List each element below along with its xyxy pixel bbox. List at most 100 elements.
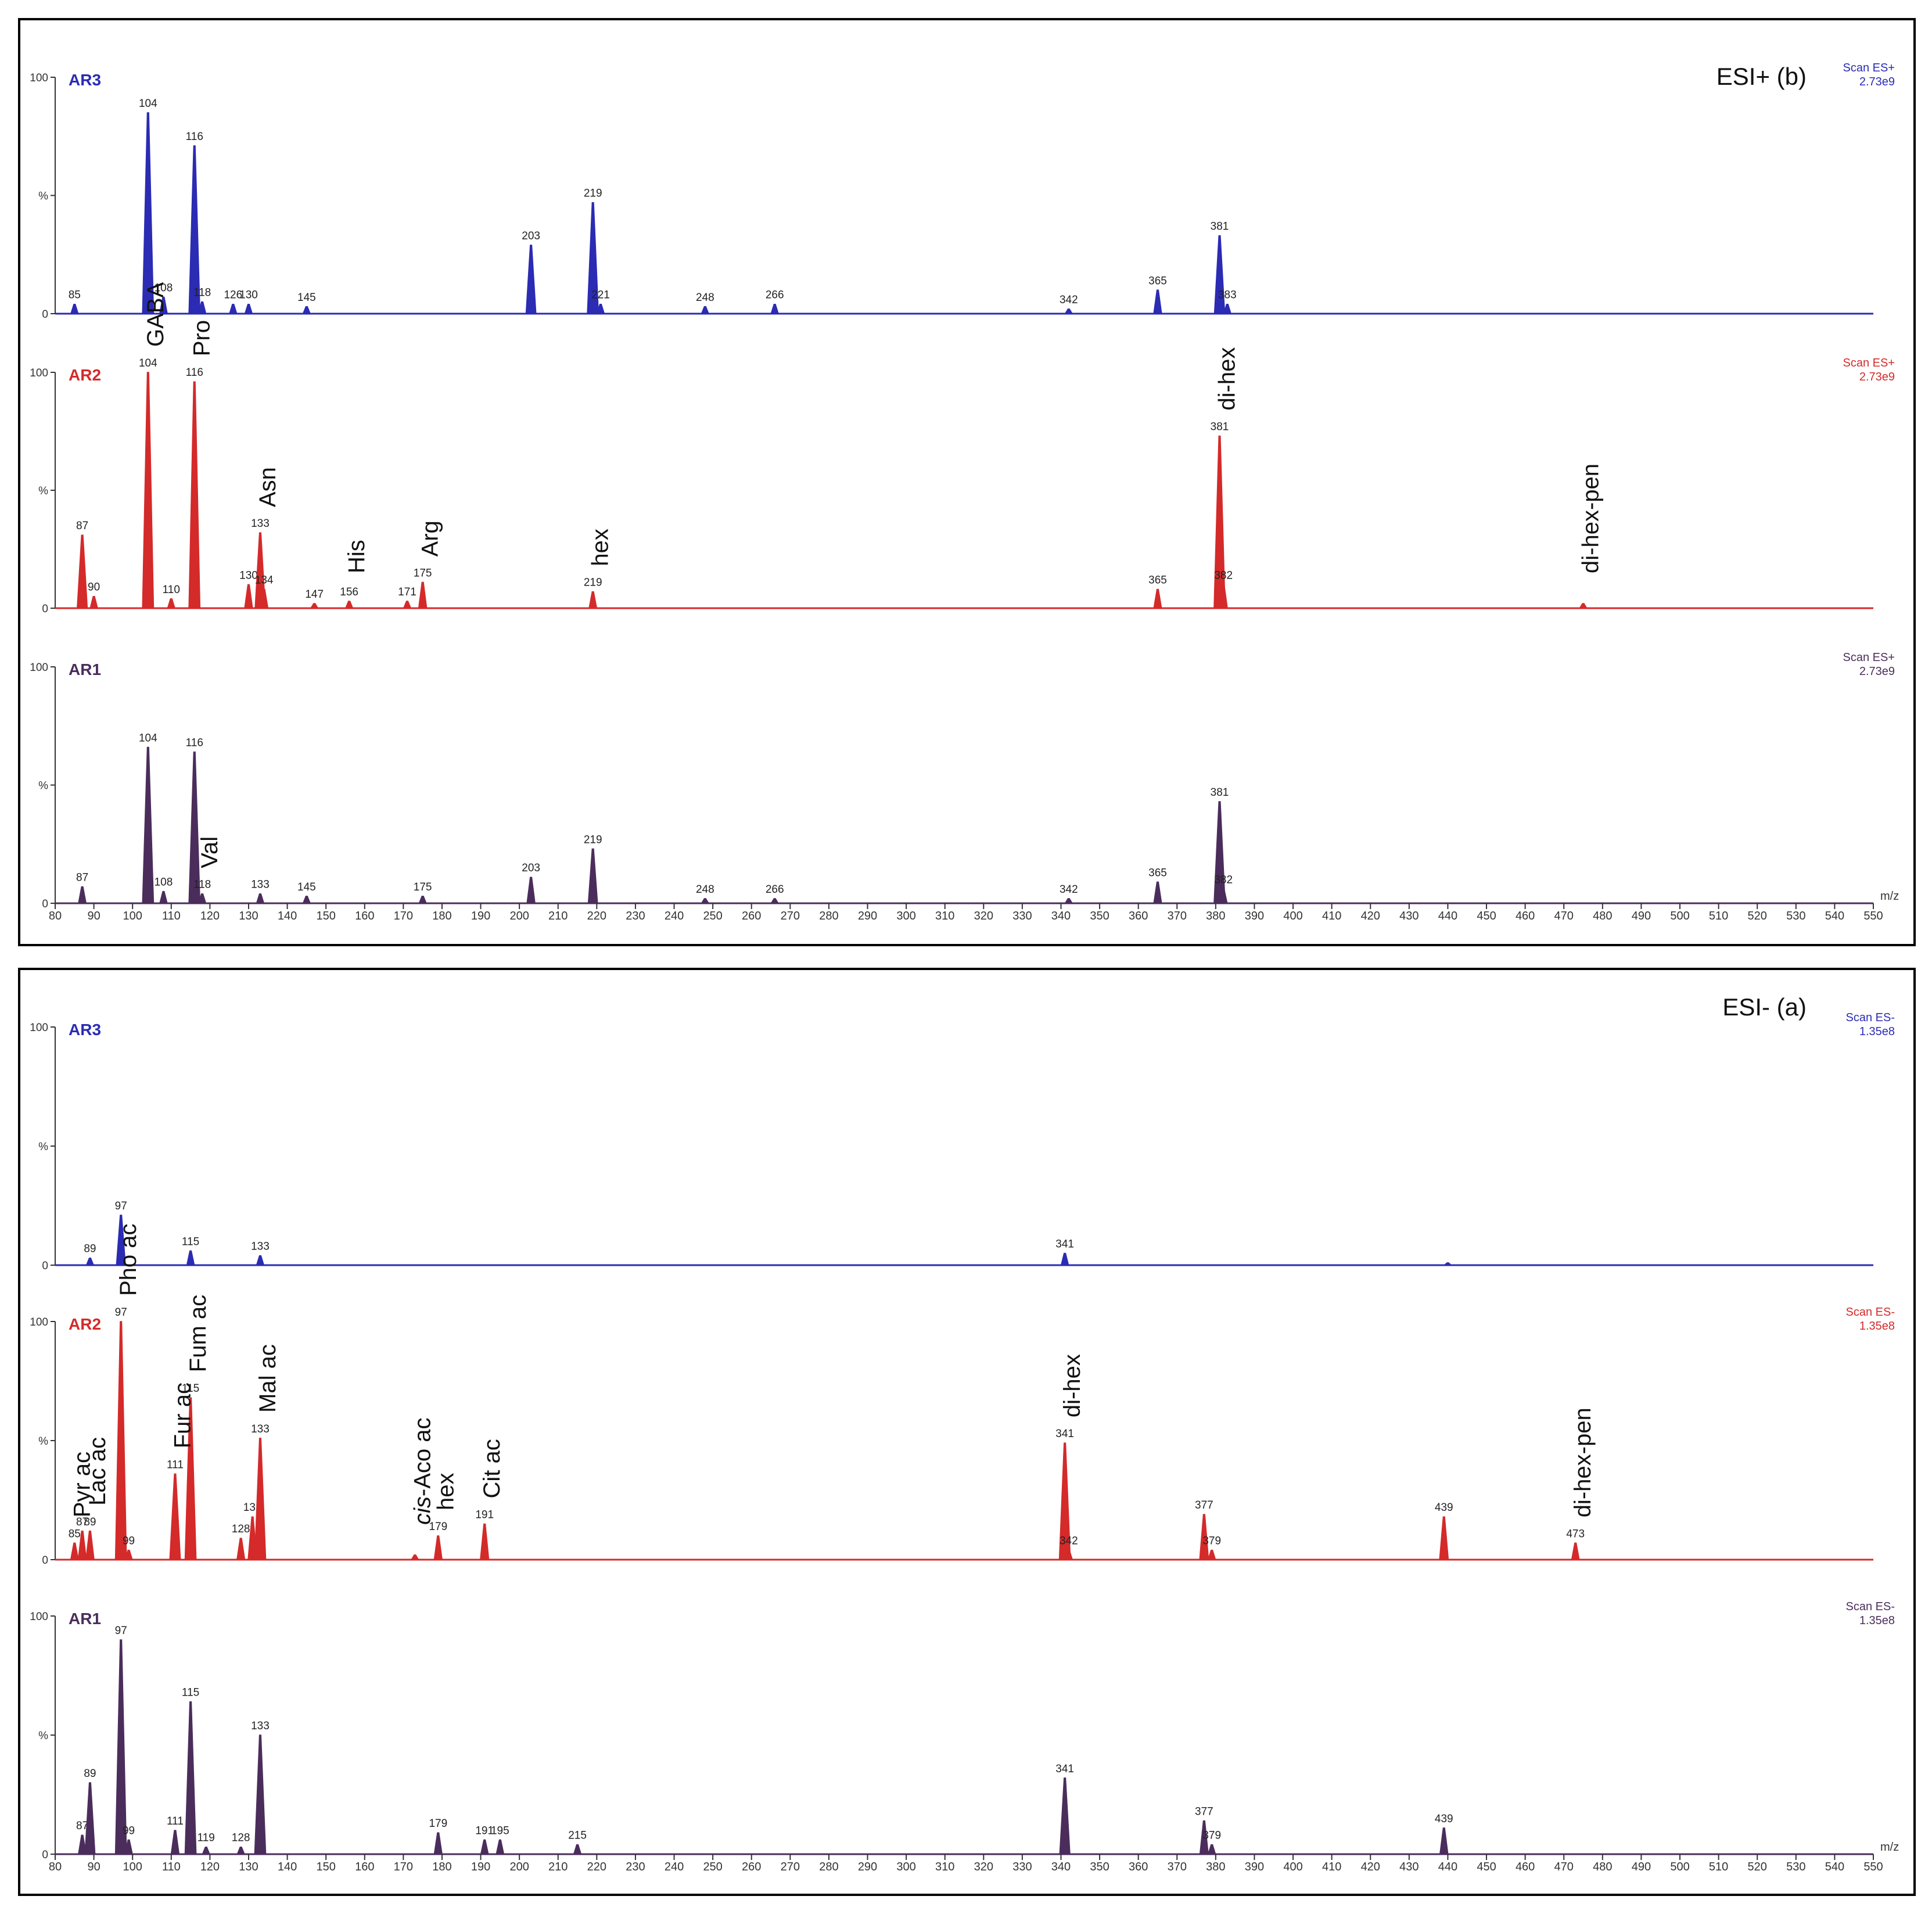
spectrum-peak bbox=[159, 890, 168, 904]
x-tick-label: 400 bbox=[1283, 1861, 1302, 1873]
annotation-text: Lac ac bbox=[85, 1437, 110, 1506]
x-tick-label: 400 bbox=[1283, 910, 1302, 922]
spectrum-peak bbox=[310, 603, 319, 609]
peak-label: 377 bbox=[1195, 1806, 1213, 1818]
peak-label: 104 bbox=[139, 98, 157, 110]
peak-label: 118 bbox=[193, 879, 211, 891]
spectrum-peak bbox=[1439, 1516, 1449, 1560]
peak-label: 97 bbox=[115, 1306, 127, 1319]
compound-annotation: hex bbox=[433, 1473, 458, 1511]
spectrum-peak bbox=[525, 245, 537, 314]
x-tick-label: 130 bbox=[239, 1861, 258, 1873]
spectrum-peak bbox=[302, 896, 311, 904]
spectrum-peak bbox=[84, 1782, 96, 1855]
x-tick-label: 490 bbox=[1632, 1861, 1651, 1873]
spectrum-peak bbox=[167, 598, 176, 609]
peak-label: 248 bbox=[696, 884, 714, 896]
peak-label: 133 bbox=[251, 518, 270, 530]
x-tick-label: 450 bbox=[1477, 910, 1496, 922]
spectrum-peak bbox=[244, 584, 253, 609]
spectrum-peak bbox=[89, 595, 99, 609]
peak-label: 191 bbox=[475, 1825, 494, 1837]
peak-label: 342 bbox=[1060, 884, 1078, 896]
peak-label: 87 bbox=[76, 872, 88, 884]
sample-label: AR1 bbox=[69, 1610, 101, 1628]
peak-label: 266 bbox=[766, 289, 784, 301]
spectrum-peak bbox=[596, 303, 605, 314]
peak-label: 89 bbox=[84, 1768, 96, 1780]
x-tick-label: 100 bbox=[123, 1861, 142, 1873]
spectrum-peak bbox=[188, 381, 201, 609]
annotation-text: Mal ac bbox=[255, 1344, 281, 1413]
peak-label: 97 bbox=[115, 1200, 127, 1212]
peak-label: 130 bbox=[239, 569, 258, 581]
x-tick-label: 370 bbox=[1168, 1861, 1187, 1873]
spectrum-peak bbox=[1153, 289, 1162, 314]
spectrum-peak bbox=[256, 893, 265, 904]
scan-label: Scan ES+ bbox=[1843, 62, 1895, 74]
spectrum-peak bbox=[587, 202, 599, 314]
annotation-italic-prefix: cis bbox=[410, 1496, 435, 1525]
spectrum-peak bbox=[587, 848, 598, 904]
peak-label: 191 bbox=[475, 1509, 494, 1521]
spectrum-peak bbox=[701, 898, 710, 904]
scan-label: Scan ES- bbox=[1846, 1306, 1895, 1319]
x-tick-label: 520 bbox=[1748, 1861, 1767, 1873]
x-tick-label: 440 bbox=[1438, 910, 1457, 922]
y-tick-label: % bbox=[38, 485, 48, 497]
compound-annotation: His bbox=[344, 540, 369, 573]
intensity-label: 2.73e9 bbox=[1859, 371, 1895, 383]
peak-label: 365 bbox=[1148, 275, 1167, 287]
x-tick-label: 170 bbox=[394, 910, 413, 922]
compound-annotation: GABA bbox=[143, 282, 168, 347]
scan-label: Scan ES+ bbox=[1843, 651, 1895, 664]
spectrum-peak bbox=[418, 896, 428, 904]
spectrum-peak bbox=[1153, 588, 1162, 609]
x-tick-label: 550 bbox=[1863, 910, 1883, 922]
peak-label: 115 bbox=[182, 1236, 199, 1248]
spectrum-peak bbox=[78, 1834, 87, 1855]
x-tick-label: 410 bbox=[1322, 910, 1341, 922]
x-tick-label: 280 bbox=[819, 910, 838, 922]
x-tick-label: 80 bbox=[49, 910, 62, 922]
compound-annotation: cis-Aco ac bbox=[410, 1418, 435, 1525]
x-tick-label: 130 bbox=[239, 910, 258, 922]
spectrum-peak bbox=[114, 1321, 127, 1560]
spectrum-peak bbox=[114, 1639, 127, 1855]
peak-label: 379 bbox=[1202, 1830, 1221, 1842]
spectrum-peak bbox=[1207, 1844, 1216, 1855]
peak-label: 221 bbox=[591, 289, 610, 301]
panel-title: ESI- (a) bbox=[1722, 993, 1807, 1021]
x-tick-label: 240 bbox=[665, 1861, 684, 1873]
spectrum-peak bbox=[701, 306, 710, 314]
peak-label: 89 bbox=[84, 1516, 96, 1528]
peak-label: 381 bbox=[1211, 787, 1229, 799]
x-tick-label: 420 bbox=[1361, 1861, 1380, 1873]
spectrum-peak bbox=[256, 1255, 265, 1266]
x-axis-label: m/z bbox=[1880, 890, 1899, 903]
spectrum-peak bbox=[1219, 584, 1228, 609]
spectrum-peak bbox=[433, 1832, 443, 1855]
x-tick-label: 160 bbox=[355, 910, 374, 922]
peak-label: 473 bbox=[1566, 1528, 1585, 1540]
x-tick-label: 460 bbox=[1516, 1861, 1535, 1873]
compound-annotation: Fur ac bbox=[170, 1382, 195, 1448]
spectrum-peak bbox=[254, 1438, 267, 1560]
panel-title: ESI+ (b) bbox=[1716, 63, 1807, 90]
spectrum-trace: 100% 0 AR1 Scan ES-1.35e8 87 89 97 99 111 115 119 1… bbox=[30, 1600, 1895, 1861]
x-tick-label: 200 bbox=[509, 910, 529, 922]
spectrum-trace: 100% 0 AR1 Scan ES+2.73e9 87 104 108 116 118 133 1… bbox=[30, 651, 1895, 910]
x-tick-label: 160 bbox=[355, 1861, 374, 1873]
peak-label: 128 bbox=[232, 1523, 250, 1535]
compound-annotation: Pyr ac bbox=[69, 1452, 95, 1517]
spectrum-peak bbox=[197, 301, 207, 314]
peak-label: 341 bbox=[1055, 1763, 1074, 1775]
peak-label: 219 bbox=[584, 577, 602, 589]
peak-label: 219 bbox=[584, 834, 602, 846]
peak-label: 85 bbox=[69, 289, 81, 301]
x-axis-label: m/z bbox=[1880, 1841, 1899, 1854]
peak-label: 439 bbox=[1435, 1502, 1453, 1514]
spectrum-peak bbox=[403, 601, 412, 609]
